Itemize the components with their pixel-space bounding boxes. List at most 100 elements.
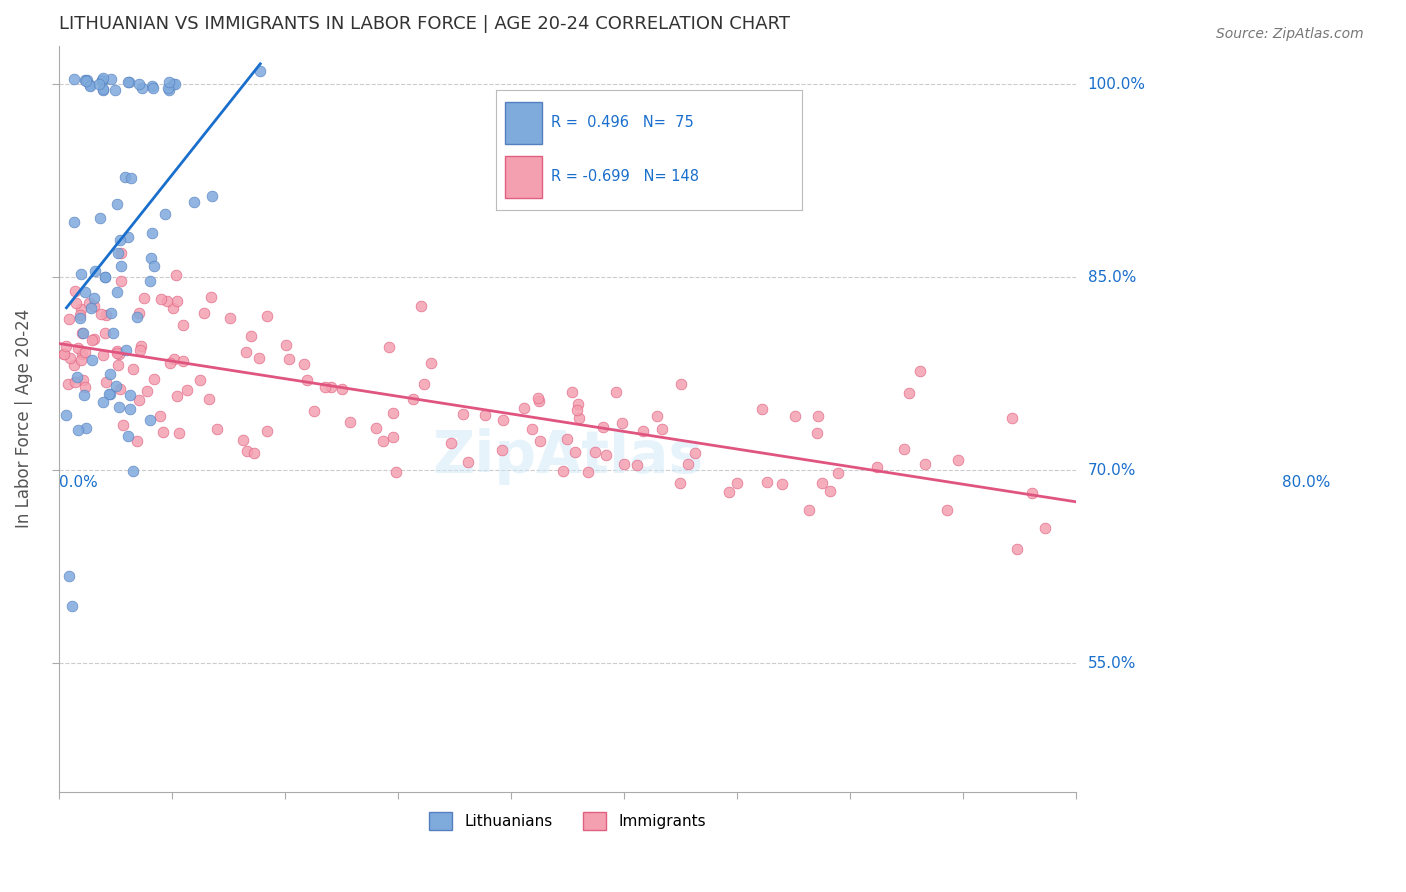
Text: 55.0%: 55.0%	[1087, 656, 1136, 671]
Point	[73, 388, 96, 402]
Point	[139, 274, 162, 288]
Point	[142, 259, 165, 273]
Point	[176, 384, 198, 398]
Point	[162, 301, 184, 316]
Point	[128, 392, 150, 407]
Point	[339, 415, 361, 429]
Point	[172, 353, 194, 368]
Point	[645, 409, 668, 423]
Point	[66, 370, 89, 384]
Point	[77, 295, 100, 310]
Point	[97, 386, 120, 401]
Point	[595, 448, 617, 462]
Point	[409, 299, 432, 313]
Point	[135, 384, 157, 398]
Point	[193, 305, 215, 319]
Point	[79, 78, 101, 92]
Point	[166, 388, 188, 402]
Point	[91, 74, 114, 88]
Point	[138, 413, 160, 427]
Point	[142, 371, 165, 385]
Point	[69, 310, 91, 325]
Point	[751, 401, 773, 416]
Point	[491, 442, 513, 457]
Point	[100, 306, 122, 320]
Y-axis label: In Labor Force | Age 20-24: In Labor Force | Age 20-24	[15, 310, 32, 528]
Point	[236, 444, 259, 458]
Point	[576, 465, 599, 479]
Point	[413, 376, 436, 391]
Point	[70, 347, 93, 361]
Point	[52, 347, 75, 361]
Point	[149, 409, 172, 424]
Point	[80, 333, 103, 347]
Point	[866, 460, 889, 475]
Point	[79, 79, 101, 94]
Point	[65, 296, 87, 310]
Point	[561, 385, 583, 400]
Point	[626, 458, 648, 473]
Point	[108, 346, 131, 360]
Point	[91, 71, 114, 86]
Point	[718, 485, 741, 500]
Point	[162, 77, 184, 91]
Point	[117, 429, 139, 443]
Point	[105, 285, 128, 300]
Point	[440, 435, 463, 450]
Point	[159, 356, 181, 370]
Point	[166, 294, 188, 309]
Point	[115, 343, 138, 358]
Text: ZipAtlas: ZipAtlas	[432, 427, 703, 484]
Point	[70, 353, 93, 368]
Point	[110, 246, 132, 260]
Point	[914, 457, 936, 471]
Point	[165, 268, 187, 282]
Point	[89, 307, 111, 321]
Point	[80, 301, 103, 316]
Point	[806, 425, 828, 440]
Point	[207, 422, 229, 436]
Point	[893, 442, 915, 456]
Point	[592, 419, 614, 434]
Point	[474, 408, 496, 422]
Point	[770, 477, 793, 491]
Point	[93, 81, 115, 95]
Point	[522, 422, 544, 436]
Point	[66, 341, 89, 355]
Point	[128, 77, 150, 91]
Text: Source: ZipAtlas.com: Source: ZipAtlas.com	[1216, 27, 1364, 41]
Text: 100.0%: 100.0%	[1087, 77, 1146, 92]
Point	[122, 464, 145, 478]
Point	[555, 432, 578, 446]
Point	[513, 401, 536, 415]
Point	[73, 73, 96, 87]
Point	[141, 226, 163, 240]
Text: LITHUANIAN VS IMMIGRANTS IN LABOR FORCE | AGE 20-24 CORRELATION CHART: LITHUANIAN VS IMMIGRANTS IN LABOR FORCE …	[59, 15, 790, 33]
Point	[118, 74, 141, 88]
Point	[785, 409, 807, 424]
Point	[69, 302, 91, 317]
Point	[613, 457, 636, 471]
Point	[75, 285, 97, 300]
Point	[58, 569, 80, 583]
Point	[155, 207, 177, 221]
Point	[198, 392, 221, 407]
Point	[378, 340, 401, 354]
Point	[69, 309, 91, 323]
Point	[63, 375, 86, 389]
Point	[91, 347, 114, 361]
Point	[725, 476, 748, 491]
Point	[105, 378, 128, 392]
Point	[120, 401, 142, 416]
Point	[605, 384, 627, 399]
Point	[101, 326, 124, 340]
Point	[163, 351, 186, 366]
Point	[93, 270, 115, 285]
Point	[564, 445, 586, 459]
Point	[295, 373, 318, 387]
Point	[105, 344, 128, 359]
Point	[898, 386, 921, 401]
Point	[80, 352, 103, 367]
Point	[948, 453, 970, 467]
Point	[256, 424, 278, 438]
